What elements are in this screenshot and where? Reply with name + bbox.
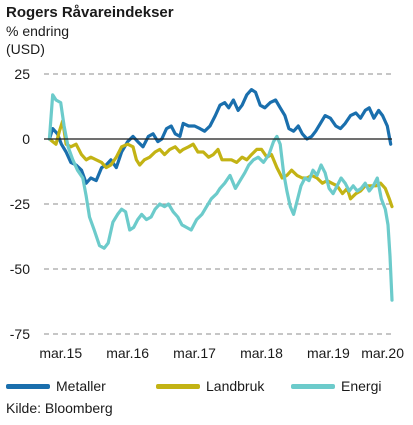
y-tick-label: -50 <box>10 261 30 277</box>
chart-subtitle-unit: % endring <box>6 23 70 39</box>
legend-item-landbruk: Landbruk <box>156 376 276 396</box>
x-tick-label: mar.15 <box>39 345 82 361</box>
legend-item-metaller: Metaller <box>6 376 126 396</box>
legend-label-energi: Energi <box>341 378 382 394</box>
x-tick-label: mar.19 <box>307 345 350 361</box>
legend-swatch-energi <box>291 384 335 389</box>
series-line-landbruk <box>47 119 394 209</box>
series-line-energi <box>47 93 394 302</box>
legend-swatch-landbruk <box>156 384 200 389</box>
y-tick-label: -25 <box>10 196 30 212</box>
legend-label-metaller: Metaller <box>56 378 106 394</box>
chart-title: Rogers Råvareindekser <box>6 4 174 21</box>
y-tick-label: 25 <box>14 66 30 82</box>
x-tick-label: mar.20 <box>361 345 404 361</box>
x-tick-label: mar.18 <box>240 345 283 361</box>
legend-swatch-metaller <box>6 384 50 389</box>
chart-subtitle-currency: (USD) <box>6 41 45 57</box>
legend-label-landbruk: Landbruk <box>206 378 265 394</box>
grid-layer <box>44 73 392 335</box>
series-layer <box>47 88 394 302</box>
legend: Metaller Landbruk Energi <box>6 376 406 396</box>
y-tick-label: -75 <box>10 326 30 342</box>
y-tick-label: 0 <box>22 131 30 147</box>
legend-item-energi: Energi <box>291 376 401 396</box>
axis-layer: 25 0 -25 -50 -75 mar.15 mar.16 mar.17 mar.18 mar.… <box>10 66 404 361</box>
source-note: Kilde: Bloomberg <box>6 400 113 416</box>
series-line-metaller <box>47 88 393 185</box>
x-tick-label: mar.16 <box>106 345 149 361</box>
x-tick-label: mar.17 <box>173 345 216 361</box>
